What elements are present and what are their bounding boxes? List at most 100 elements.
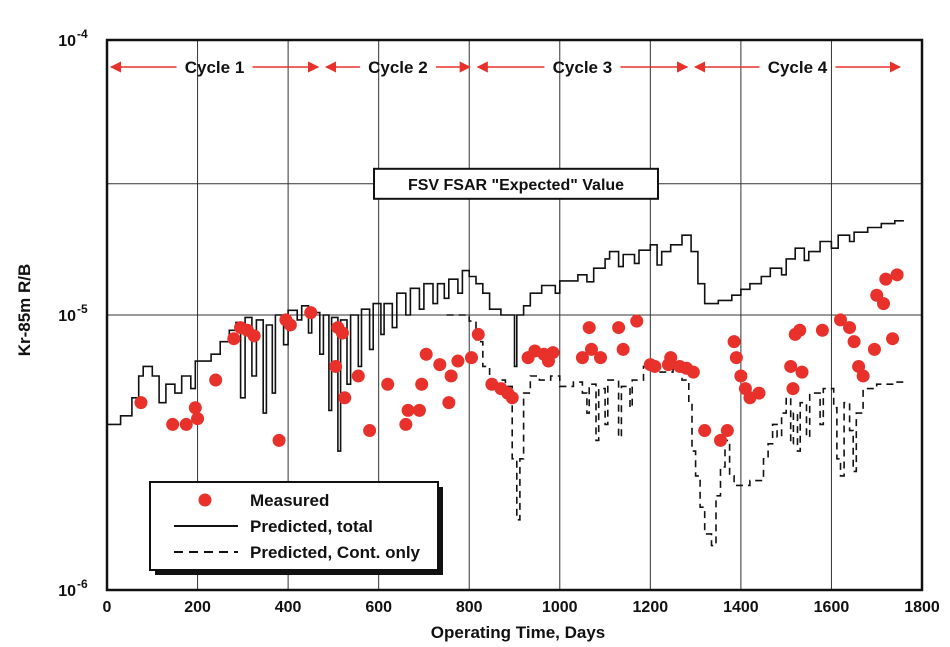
cycle-label: Cycle 4 (768, 58, 828, 77)
x-tick-label: 1000 (542, 599, 578, 616)
x-tick-label: 600 (365, 599, 392, 616)
cycle-label: Cycle 3 (553, 58, 613, 77)
measured-point (412, 403, 426, 417)
measured-point (698, 424, 712, 438)
measured-point (419, 347, 433, 361)
measured-point (401, 403, 415, 417)
expected-value-box (373, 167, 659, 200)
measured-point (338, 391, 352, 405)
expected-value-annotation: FSV FSAR "Expected" Value (373, 167, 659, 200)
measured-point (471, 327, 485, 341)
measured-point (584, 342, 598, 356)
measured-point (283, 318, 297, 332)
measured-point (686, 365, 700, 379)
measured-point (444, 369, 458, 383)
series-measured (134, 268, 904, 447)
legend-marker-measured (198, 493, 212, 507)
y-tick-label: 10 (58, 308, 76, 325)
x-tick-label: 1200 (633, 599, 669, 616)
measured-point (351, 369, 365, 383)
measured-point (505, 391, 519, 405)
measured-point (209, 373, 223, 387)
measured-point (166, 417, 180, 431)
measured-point (890, 268, 904, 282)
measured-point (227, 332, 241, 346)
measured-point (304, 306, 318, 320)
x-axis-ticks: 0 200 400 600 800 1000 1200 1400 1600 1800 (103, 599, 940, 616)
series-predicted-cont-only (446, 314, 904, 547)
y-axis-label: Kr-85m R/B (15, 264, 34, 357)
measured-point (834, 313, 847, 327)
measured-point (648, 359, 662, 373)
cont-only-line (446, 314, 904, 547)
measured-point (886, 332, 900, 346)
measured-point (247, 329, 261, 343)
measured-point (727, 335, 741, 349)
measured-point (793, 323, 807, 337)
measured-point (734, 369, 748, 383)
y-tick-exponent: -6 (77, 577, 88, 591)
measured-point (191, 412, 205, 426)
legend-label: Measured (250, 491, 329, 510)
cycle-annotations: Cycle 1 Cycle 2 Cycle 3 Cycle 4 (109, 58, 902, 77)
x-tick-label: 1400 (723, 599, 759, 616)
measured-point (843, 321, 857, 335)
measured-point (664, 351, 678, 365)
measured-point (630, 314, 644, 328)
cycle-label: Cycle 2 (368, 58, 428, 77)
measured-point (752, 386, 766, 400)
x-tick-label: 800 (456, 599, 483, 616)
measured-point (795, 365, 809, 379)
measured-point (879, 272, 893, 286)
measured-point (399, 417, 413, 431)
y-tick-exponent: -5 (77, 302, 88, 316)
measured-point (784, 359, 798, 373)
measured-point (179, 417, 193, 431)
measured-point (546, 346, 560, 360)
measured-point (847, 335, 861, 349)
y-axis-ticks: 10-610-510-4 (58, 27, 88, 600)
measured-point (329, 359, 343, 373)
measured-point (442, 396, 456, 410)
measured-point (464, 351, 478, 365)
measured-point (451, 354, 465, 368)
cycle-label: Cycle 1 (185, 58, 245, 77)
measured-point (335, 326, 349, 340)
measured-point (188, 401, 202, 415)
measured-point (786, 382, 800, 396)
x-tick-label: 1800 (904, 599, 940, 616)
expected-value-label: FSV FSAR "Expected" Value (408, 177, 624, 194)
total-line (107, 220, 904, 452)
measured-point (381, 377, 395, 391)
plot-frame (105, 38, 924, 592)
y-tick-label: 10 (58, 583, 76, 600)
measured-point (877, 297, 891, 311)
x-tick-label: 1600 (814, 599, 850, 616)
legend: Measured Predicted, total Predicted, Cont.… (149, 481, 443, 575)
measured-point (815, 323, 829, 337)
measured-point (867, 342, 881, 356)
y-tick-exponent: -4 (77, 27, 88, 41)
measured-point (720, 424, 734, 438)
x-tick-label: 0 (103, 599, 112, 616)
measured-point (856, 369, 870, 383)
measured-point (415, 377, 429, 391)
measured-point (594, 351, 608, 365)
legend-label: Predicted, total (250, 517, 373, 536)
measured-point (612, 321, 626, 335)
measured-point (134, 396, 148, 410)
measured-point (363, 424, 377, 438)
legend-label: Predicted, Cont. only (250, 543, 421, 562)
x-tick-label: 400 (275, 599, 302, 616)
measured-point (714, 433, 728, 447)
x-axis-label: Operating Time, Days (431, 623, 605, 642)
y-tick-label: 10 (58, 33, 76, 50)
measured-point (272, 433, 286, 447)
measured-point (729, 351, 743, 365)
series-predicted-total (107, 220, 904, 452)
measured-point (575, 351, 589, 365)
measured-point (433, 358, 447, 372)
measured-point (616, 342, 630, 356)
x-tick-label: 200 (184, 599, 211, 616)
